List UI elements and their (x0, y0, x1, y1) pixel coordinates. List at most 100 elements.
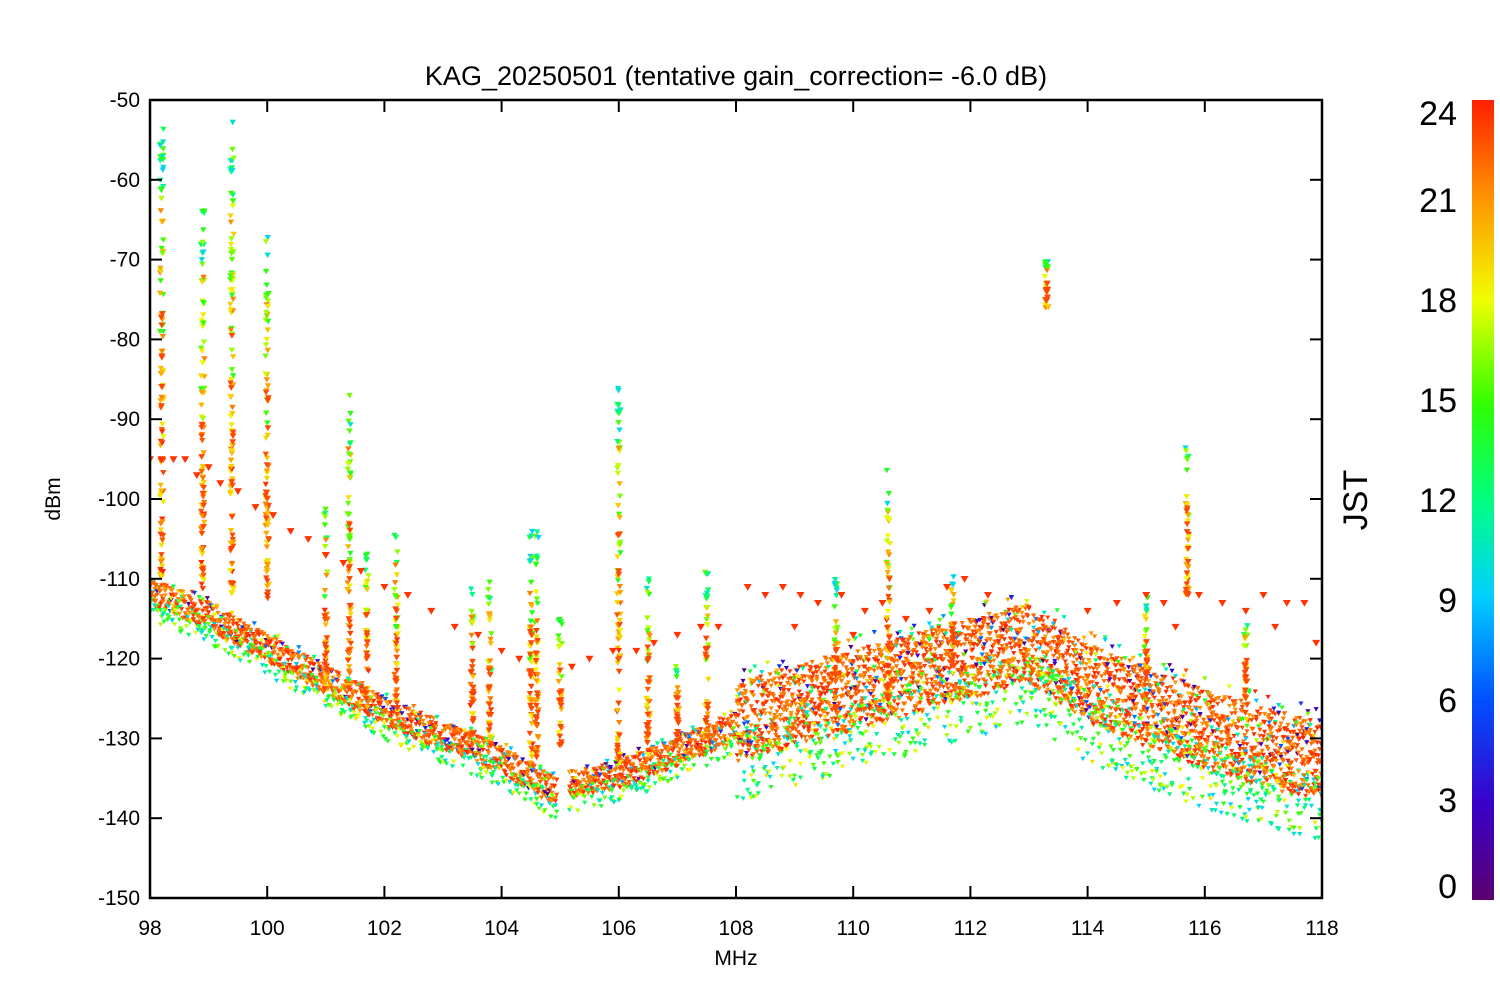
noise-point (439, 754, 445, 760)
noise-point (229, 646, 235, 651)
noise-point (598, 804, 604, 809)
noise-point (902, 663, 908, 668)
noise-point (984, 715, 990, 721)
noise-point (1088, 652, 1094, 657)
noise-point (283, 678, 289, 683)
noise-point (646, 772, 652, 777)
noise-point (1169, 783, 1175, 788)
noise-point (461, 755, 467, 761)
noise-point (993, 690, 999, 695)
noise-point (445, 737, 451, 743)
noise-point (572, 769, 579, 775)
noise-point (759, 670, 765, 675)
noise-point (191, 603, 198, 609)
noise-point (755, 781, 761, 786)
noise-point (572, 776, 579, 781)
noise-point (833, 716, 839, 722)
noise-point (568, 786, 574, 791)
noise-point (814, 676, 820, 682)
noise-point (796, 682, 802, 687)
noise-point (1163, 689, 1169, 695)
noise-point (1181, 673, 1187, 679)
noise-point (309, 673, 315, 678)
noise-point (761, 708, 767, 713)
noise-point (1148, 781, 1154, 787)
noise-point (606, 775, 613, 780)
noise-point (653, 746, 659, 751)
noise-point (726, 721, 732, 726)
noise-point (286, 662, 293, 668)
noise-point (1089, 759, 1095, 765)
noise-point (1121, 668, 1127, 673)
noise-point (735, 758, 741, 764)
noise-point (494, 758, 500, 764)
noise-point (797, 749, 804, 754)
noise-point (224, 634, 230, 640)
noise-point (313, 683, 320, 689)
noise-point (859, 689, 866, 694)
noise-point (781, 685, 787, 690)
noise-point (719, 725, 725, 731)
noise-point (718, 729, 724, 734)
noise-point (749, 690, 756, 695)
noise-point (1150, 777, 1156, 782)
noise-point (576, 772, 582, 777)
noise-point (1122, 757, 1128, 763)
noise-point (1148, 674, 1154, 679)
noise-point (768, 784, 774, 790)
noise-point (961, 642, 968, 647)
noise-point (195, 607, 201, 613)
noise-point (163, 586, 170, 591)
noise-point (759, 678, 765, 684)
noise-point (741, 668, 747, 673)
noise-point (990, 700, 996, 705)
noise-point (817, 713, 823, 719)
noise-point (773, 697, 779, 702)
noise-point (739, 683, 745, 688)
noise-point (848, 738, 854, 743)
noise-point (1083, 651, 1090, 656)
noise-point (770, 744, 777, 749)
noise-point (922, 742, 928, 748)
noise-point (1176, 759, 1182, 764)
noise-point (807, 755, 813, 760)
noise-point (715, 758, 722, 763)
noise-point (474, 759, 480, 764)
noise-point (230, 622, 236, 627)
noise-point (766, 693, 772, 699)
noise-point (502, 770, 508, 775)
noise-point (209, 615, 215, 620)
noise-point (371, 717, 377, 722)
noise-point (980, 646, 986, 652)
noise-point (910, 637, 916, 642)
noise-point (876, 744, 882, 750)
noise-point (745, 787, 751, 793)
noise-point (698, 727, 704, 732)
noise-point (808, 689, 814, 695)
noise-point (692, 752, 698, 758)
noise-point (828, 689, 834, 695)
noise-point (439, 744, 445, 750)
noise-point (431, 716, 437, 721)
noise-point (688, 748, 695, 753)
noise-point (836, 701, 842, 706)
noise-point (211, 612, 218, 617)
noise-point (774, 726, 780, 732)
noise-point (748, 773, 754, 778)
noise-point (333, 686, 339, 691)
noise-point (399, 711, 405, 716)
noise-point (694, 727, 700, 733)
noise-point (548, 773, 554, 778)
noise-point (817, 724, 823, 729)
noise-point (1231, 813, 1237, 818)
noise-point (543, 783, 549, 788)
noise-point (336, 671, 342, 676)
noise-point (252, 633, 259, 638)
noise-point (959, 621, 965, 626)
noise-point (153, 582, 159, 588)
noise-point (1060, 653, 1066, 658)
noise-point (918, 717, 924, 723)
noise-point (206, 622, 212, 627)
noise-point (163, 583, 170, 589)
noise-point (836, 752, 842, 758)
